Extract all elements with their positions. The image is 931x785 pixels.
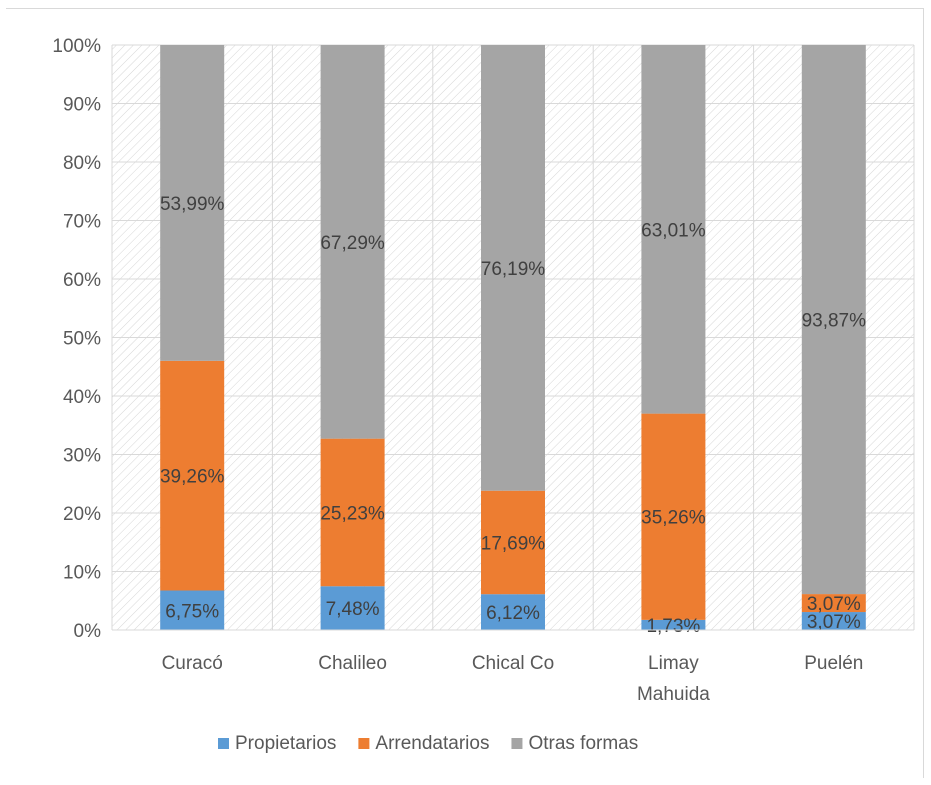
legend-item-propietarios: Propietarios — [218, 733, 336, 754]
bar-segment-otras-formas — [801, 44, 866, 595]
data-label: 3,07% — [807, 612, 861, 633]
bar-segment-propietarios — [160, 590, 225, 630]
bar-segment-propietarios — [320, 586, 385, 630]
data-label: 3,07% — [807, 594, 861, 615]
y-tick-label: 90% — [63, 95, 101, 116]
data-label: 53,99% — [160, 194, 225, 215]
y-tick-label: 40% — [63, 387, 101, 408]
data-label: 76,19% — [481, 259, 546, 280]
y-tick-label: 0% — [74, 621, 102, 642]
bar-segment-otras-formas — [320, 45, 385, 439]
x-tick-label: Mahuida — [637, 684, 710, 705]
data-label: 39,26% — [160, 467, 225, 488]
data-label: 25,23% — [320, 503, 385, 524]
data-label: 17,69% — [481, 533, 546, 554]
y-tick-label: 20% — [63, 504, 101, 525]
legend-label: Otras formas — [528, 733, 638, 754]
bar-segment-arrendatarios — [160, 360, 225, 591]
x-tick-label: Puelén — [804, 653, 863, 674]
y-tick-label: 10% — [63, 563, 101, 584]
legend-label: Propietarios — [235, 733, 336, 754]
data-label: 63,01% — [641, 220, 706, 241]
data-label: 67,29% — [320, 233, 385, 254]
legend-item-otras-formas: Otras formas — [511, 733, 638, 754]
bar-segment-otras-formas — [481, 45, 545, 491]
x-tick-label: Limay — [648, 653, 699, 674]
bar-segment-arrendatarios — [320, 438, 385, 587]
y-tick-label: 60% — [63, 270, 101, 291]
y-tick-label: 70% — [63, 212, 101, 233]
bar-segment-arrendatarios — [801, 594, 866, 613]
data-label: 7,48% — [326, 599, 380, 620]
y-tick-label: 50% — [63, 329, 101, 350]
legend-swatch — [358, 738, 370, 749]
legend-item-arrendatarios: Arrendatarios — [358, 733, 489, 754]
y-tick-label: 100% — [52, 36, 101, 57]
y-tick-label: 30% — [63, 446, 101, 467]
bar-segment-otras-formas — [641, 45, 706, 414]
data-label: 35,26% — [641, 508, 706, 529]
bar-segment-propietarios — [801, 612, 866, 630]
chart-frame — [6, 8, 924, 778]
bar-segment-arrendatarios — [481, 490, 545, 595]
data-label: 6,75% — [165, 601, 219, 622]
data-label: 93,87% — [802, 311, 867, 332]
data-label: 1,73% — [646, 616, 700, 637]
bar-segment-otras-formas — [160, 45, 225, 361]
x-tick-label: Chical Co — [472, 653, 554, 674]
x-tick-label: Chalileo — [318, 653, 387, 674]
bar-segment-propietarios — [481, 594, 545, 630]
legend-swatch — [218, 738, 229, 749]
bar-segment-arrendatarios — [641, 413, 706, 620]
y-tick-label: 80% — [63, 153, 101, 174]
legend-swatch — [511, 738, 523, 749]
x-tick-label: Curacó — [162, 653, 223, 674]
data-label: 6,12% — [486, 603, 540, 624]
legend-label: Arrendatarios — [375, 733, 489, 754]
bar-segment-propietarios — [641, 619, 706, 630]
